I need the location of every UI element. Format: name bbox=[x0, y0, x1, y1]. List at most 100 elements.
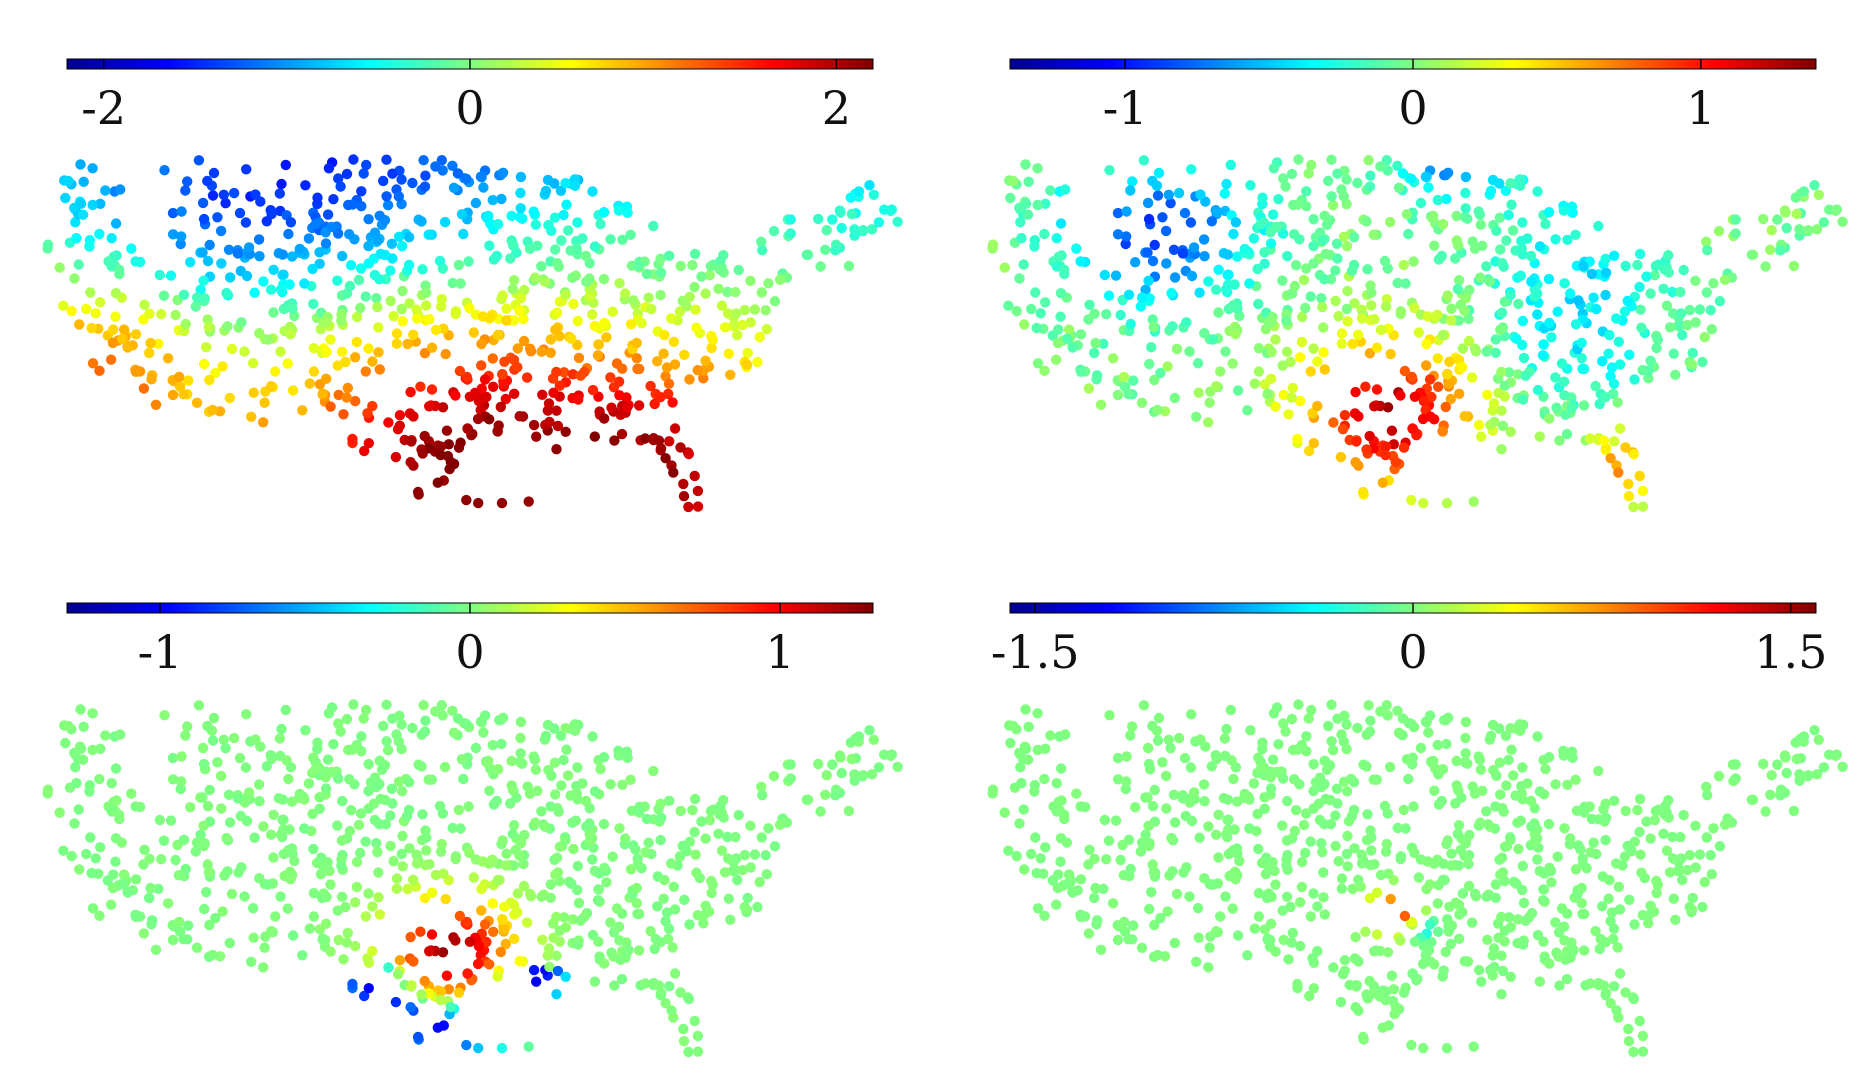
station-point bbox=[1030, 832, 1041, 843]
station-point bbox=[1702, 790, 1713, 801]
station-point bbox=[1152, 190, 1164, 201]
station-point bbox=[1271, 766, 1282, 778]
station-point bbox=[675, 805, 686, 817]
station-point bbox=[1432, 898, 1444, 909]
station-point bbox=[1384, 216, 1396, 228]
station-point bbox=[1390, 456, 1402, 468]
station-point bbox=[1199, 796, 1210, 807]
station-point bbox=[1556, 358, 1568, 369]
station-point bbox=[1353, 411, 1364, 422]
station-point bbox=[348, 154, 359, 165]
station-point bbox=[1624, 349, 1635, 360]
station-point bbox=[167, 752, 179, 764]
station-point bbox=[1020, 198, 1032, 209]
station-point bbox=[1119, 371, 1130, 383]
station-point bbox=[75, 704, 86, 715]
station-point bbox=[558, 912, 570, 923]
station-point bbox=[1576, 898, 1588, 909]
station-point bbox=[203, 866, 214, 878]
station-point bbox=[1317, 846, 1328, 858]
station-point bbox=[1366, 845, 1377, 856]
station-point bbox=[202, 720, 213, 732]
station-point bbox=[344, 229, 355, 240]
station-point bbox=[560, 971, 571, 982]
station-point bbox=[1437, 764, 1449, 775]
station-point bbox=[1184, 891, 1195, 902]
station-point bbox=[1620, 987, 1631, 998]
station-point bbox=[1451, 210, 1462, 222]
station-point bbox=[1153, 712, 1165, 724]
station-point bbox=[692, 910, 703, 921]
station-point bbox=[1670, 914, 1681, 925]
station-point bbox=[1083, 383, 1095, 394]
station-point bbox=[774, 819, 786, 830]
station-point bbox=[1634, 793, 1646, 805]
station-point bbox=[285, 762, 297, 773]
station-point bbox=[78, 176, 89, 187]
station-point bbox=[391, 338, 402, 349]
station-point bbox=[815, 261, 826, 272]
station-point bbox=[275, 891, 286, 902]
station-point bbox=[1608, 388, 1619, 400]
station-point bbox=[1084, 299, 1095, 310]
station-point bbox=[320, 238, 332, 249]
station-point bbox=[338, 409, 349, 420]
station-point bbox=[430, 869, 442, 881]
station-point bbox=[1039, 910, 1050, 921]
station-point bbox=[307, 808, 318, 820]
station-point bbox=[1138, 155, 1150, 166]
station-point bbox=[144, 892, 155, 904]
station-point bbox=[625, 229, 636, 240]
station-point bbox=[1507, 770, 1519, 781]
station-point bbox=[1055, 288, 1067, 299]
station-point bbox=[684, 919, 695, 930]
station-point bbox=[1593, 220, 1604, 232]
station-point bbox=[1713, 770, 1725, 782]
station-point bbox=[1586, 268, 1598, 280]
station-point bbox=[447, 160, 458, 171]
station-point bbox=[560, 289, 571, 301]
station-point bbox=[1516, 243, 1527, 254]
station-point bbox=[742, 892, 753, 904]
station-point bbox=[545, 334, 556, 345]
station-point bbox=[1220, 346, 1231, 357]
station-point bbox=[372, 235, 383, 246]
station-point bbox=[363, 438, 374, 449]
station-point bbox=[115, 184, 126, 195]
station-point bbox=[1338, 191, 1350, 202]
station-point bbox=[450, 308, 461, 320]
station-point bbox=[550, 869, 561, 880]
station-point bbox=[742, 347, 753, 359]
station-point bbox=[453, 987, 465, 998]
station-point bbox=[1253, 366, 1265, 377]
station-point bbox=[1453, 820, 1465, 831]
station-point bbox=[94, 228, 105, 240]
station-point bbox=[1514, 725, 1526, 736]
station-point bbox=[663, 923, 675, 934]
station-point bbox=[1506, 199, 1517, 210]
station-point bbox=[375, 793, 386, 805]
station-point bbox=[359, 990, 370, 1002]
station-point bbox=[1127, 721, 1138, 732]
station-point bbox=[714, 809, 725, 820]
station-point bbox=[342, 382, 353, 394]
station-point bbox=[217, 361, 228, 372]
station-point bbox=[191, 942, 203, 953]
station-point bbox=[276, 178, 287, 190]
station-point bbox=[1418, 396, 1430, 407]
station-point bbox=[677, 840, 688, 852]
station-point bbox=[461, 371, 473, 383]
station-point bbox=[236, 317, 247, 328]
station-point bbox=[1437, 874, 1449, 886]
station-point bbox=[1360, 381, 1371, 392]
station-point bbox=[1319, 364, 1331, 375]
station-point bbox=[240, 762, 252, 773]
station-point bbox=[182, 176, 193, 187]
station-point bbox=[999, 807, 1010, 818]
station-point bbox=[696, 816, 707, 827]
station-point bbox=[1675, 308, 1687, 319]
station-point bbox=[1637, 1030, 1649, 1042]
station-point bbox=[1169, 392, 1181, 404]
station-point bbox=[1166, 832, 1177, 844]
station-point bbox=[58, 300, 69, 311]
